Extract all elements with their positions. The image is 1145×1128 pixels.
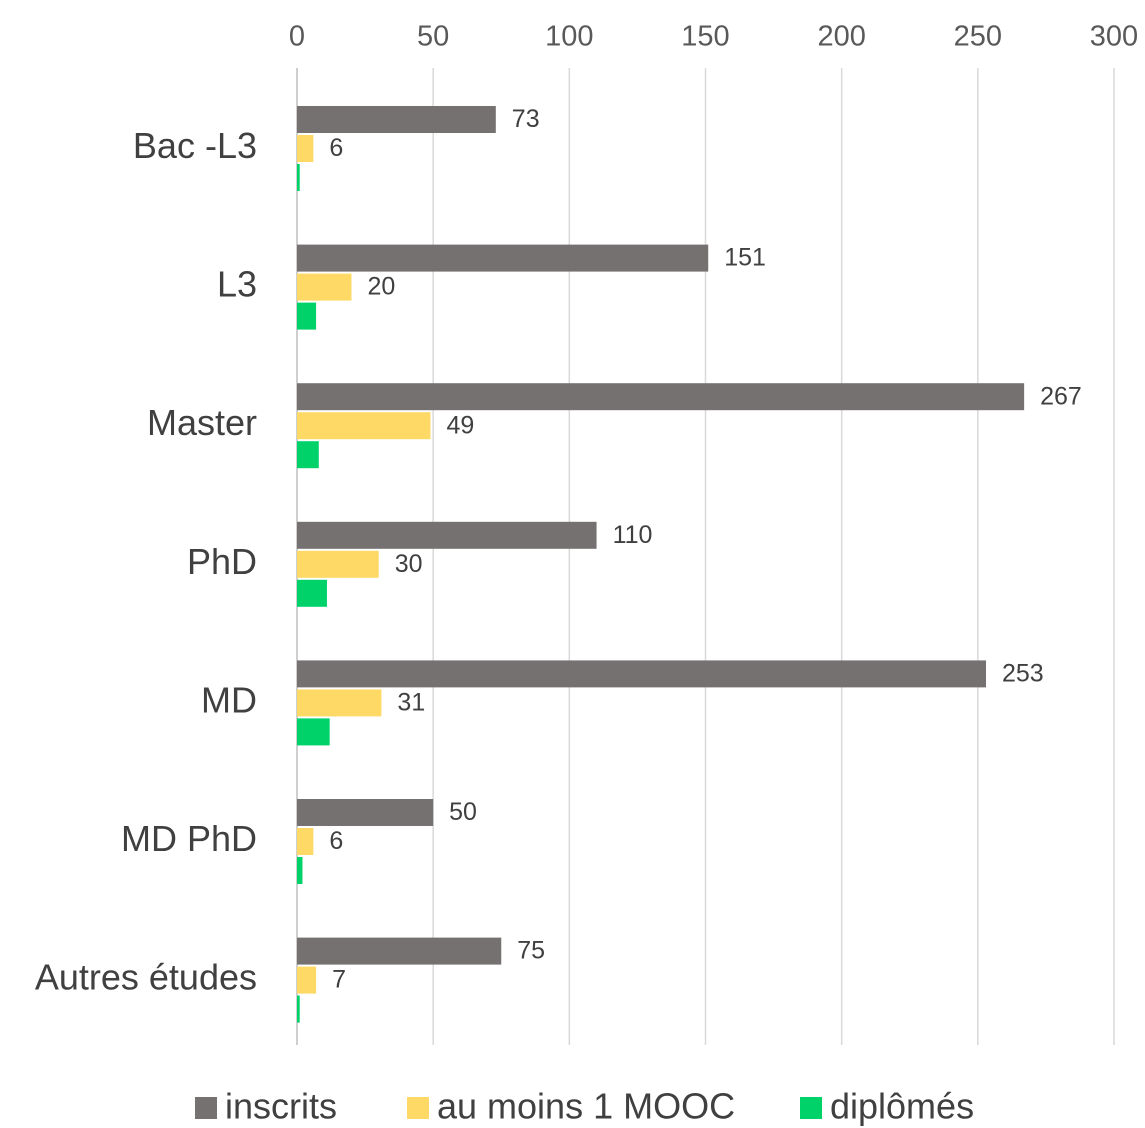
- bar-diplômés: [297, 579, 327, 607]
- bar-au-moins-1-MOOC: [297, 273, 352, 301]
- category-label: Autres études: [35, 957, 257, 998]
- data-label: 50: [449, 798, 477, 826]
- bar-au-moins-1-MOOC: [297, 828, 314, 855]
- category-label: Master: [147, 402, 257, 443]
- bar-inscrits: [297, 244, 709, 272]
- data-label: 151: [724, 244, 766, 272]
- bar-au-moins-1-MOOC: [297, 550, 379, 578]
- x-axis-tick-labels: 0 50 100 150 200 250 300: [289, 21, 1138, 53]
- gridlines: [296, 68, 1115, 1045]
- data-label: 49: [446, 411, 474, 439]
- data-label: 20: [367, 273, 395, 301]
- x-tick-label: 250: [954, 21, 1002, 53]
- bar-diplômés: [297, 857, 303, 884]
- category-label: MD PhD: [121, 818, 257, 859]
- legend-label: inscrits: [225, 1086, 337, 1127]
- x-tick-label: 50: [417, 21, 449, 53]
- bar-inscrits: [297, 383, 1025, 411]
- bar-inscrits: [297, 106, 496, 133]
- data-label: 7: [332, 966, 346, 994]
- bar-diplômés: [297, 164, 300, 191]
- bar-inscrits: [297, 660, 987, 688]
- data-label: 267: [1040, 382, 1082, 410]
- data-label: 31: [397, 689, 425, 717]
- data-label: 6: [329, 134, 343, 162]
- bar-inscrits: [297, 937, 502, 965]
- data-label: 253: [1002, 660, 1044, 688]
- legend-item: au moins 1 MOOC: [407, 1086, 735, 1127]
- bar-diplômés: [297, 995, 300, 1023]
- legend-swatch: [195, 1097, 217, 1119]
- legend-label: au moins 1 MOOC: [437, 1086, 735, 1127]
- x-tick-label: 150: [681, 21, 729, 53]
- legend-swatch: [800, 1097, 822, 1119]
- bars: [297, 106, 1025, 1023]
- bar-au-moins-1-MOOC: [297, 966, 317, 994]
- legend-label: diplômés: [830, 1086, 974, 1127]
- data-label: 30: [395, 550, 423, 578]
- legend-item: diplômés: [800, 1086, 974, 1127]
- x-tick-label: 0: [289, 21, 305, 53]
- bar-diplômés: [297, 441, 319, 469]
- bar-inscrits: [297, 521, 597, 549]
- bar-diplômés: [297, 718, 330, 746]
- bar-au-moins-1-MOOC: [297, 135, 314, 162]
- category-label: MD: [201, 679, 257, 720]
- category-label: PhD: [187, 541, 257, 582]
- data-labels: 73 6 151 20 267 49 110 30 253 31 50 6 75 7: [329, 105, 1082, 994]
- bar-inscrits: [297, 799, 434, 826]
- category-label: L3: [217, 264, 257, 305]
- bar-diplômés: [297, 302, 317, 330]
- bar-au-moins-1-MOOC: [297, 412, 431, 440]
- legend: inscrits au moins 1 MOOC diplômés: [195, 1086, 974, 1127]
- x-tick-label: 100: [545, 21, 593, 53]
- data-label: 73: [512, 105, 540, 133]
- bar-au-moins-1-MOOC: [297, 689, 382, 717]
- legend-item: inscrits: [195, 1086, 337, 1127]
- category-label: Bac -L3: [133, 125, 257, 166]
- category-labels: Bac -L3 L3 Master PhD MD MD PhD Autres études: [35, 125, 257, 998]
- legend-swatch: [407, 1097, 429, 1119]
- data-label: 75: [517, 937, 545, 965]
- x-tick-label: 300: [1090, 21, 1138, 53]
- data-label: 6: [329, 827, 343, 855]
- data-label: 110: [613, 521, 653, 549]
- x-tick-label: 200: [817, 21, 865, 53]
